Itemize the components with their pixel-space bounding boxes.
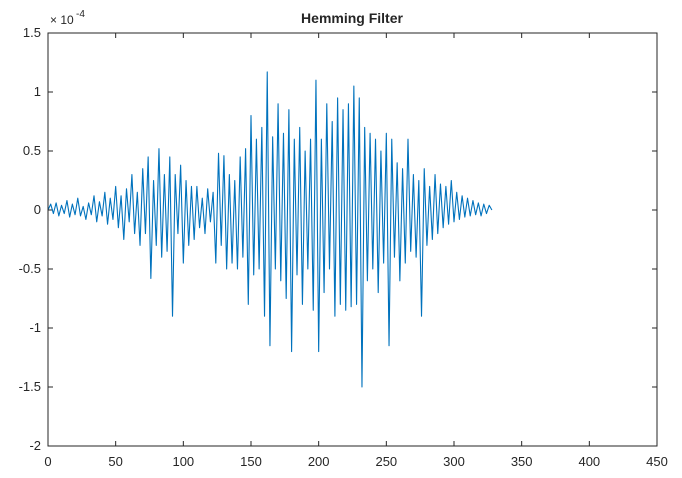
y-tick-label: -1: [29, 320, 41, 335]
x-tick-label: 350: [511, 454, 533, 469]
x-tick-label: 50: [108, 454, 122, 469]
chart-title: Hemming Filter: [301, 10, 403, 26]
x-tick-label: 300: [443, 454, 465, 469]
y-tick-label: -1.5: [19, 379, 41, 394]
x-tick-label: 450: [646, 454, 668, 469]
y-tick-label: -0.5: [19, 261, 41, 276]
x-tick-label: 100: [172, 454, 194, 469]
series-layer: [47, 71, 493, 388]
x-tick-label: 150: [240, 454, 262, 469]
x-tick-label: 400: [578, 454, 600, 469]
y-tick-label: -2: [29, 438, 41, 453]
series-line: [47, 71, 493, 388]
y-tick-label: 1: [34, 84, 41, 99]
y-tick-label: 0: [34, 202, 41, 217]
y-tick-label: 0.5: [23, 143, 41, 158]
y-axis-exponent: × 10 -4: [50, 9, 85, 27]
x-tick-label: 0: [44, 454, 51, 469]
y-axis-exponent-power: -4: [76, 9, 85, 20]
y-axis-exponent-base: × 10: [50, 13, 74, 27]
axes: 0 50 100 150 200 250 300 350 400 450 1.5 1 0.5 0 -0.5 -…: [19, 25, 668, 469]
y-tick-label: 1.5: [23, 25, 41, 40]
x-tick-label: 200: [308, 454, 330, 469]
plot-border: [47, 32, 658, 447]
x-tick-label: 250: [375, 454, 397, 469]
